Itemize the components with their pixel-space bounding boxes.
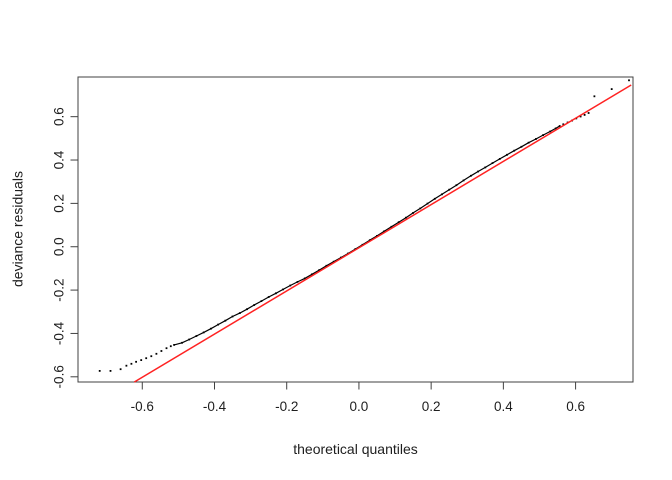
left-tail-points-dot [169,345,172,348]
x-tick-label: 0.2 [422,399,441,414]
left-tail-points-dot [140,359,143,361]
sample-quantiles-curve-dot [484,166,487,169]
sample-quantiles-curve-dot [455,184,458,187]
sample-quantiles-curve-dot [506,153,508,156]
sample-quantiles-curve-dot [520,145,523,148]
sample-quantiles-curve-dot [188,338,191,341]
sample-quantiles-curve-dot [376,235,378,237]
sample-quantiles-curve-dot [296,281,299,283]
sample-quantiles-curve-dot [173,344,175,346]
sample-quantiles-curve-dot [513,149,516,152]
left-tail-points-dot [130,362,133,365]
left-tail-points-dot [109,370,112,372]
sample-quantiles-curve-dot [477,170,479,173]
sample-quantiles-curve-dot [267,296,270,298]
left-tail-points-dot [135,360,137,363]
y-axis-title: deviance residuals [9,171,26,288]
y-tick-label: -0.2 [52,278,67,301]
sample-quantiles-curve-dot [311,273,313,276]
left-tail-points-dot [165,347,168,350]
sample-quantiles-curve-dot [549,130,552,133]
sample-quantiles-curve-dot [217,323,219,326]
y-tick-label: 0.4 [52,150,67,169]
sample-quantiles-curve-dot [462,179,465,182]
sample-quantiles-curve-dot [253,304,256,306]
left-tail-points-dot [145,357,148,360]
sample-quantiles-curve-dot [260,300,263,302]
sample-quantiles-curve-dot [318,269,321,271]
right-tail-points-dot [593,95,596,98]
sample-quantiles-curve-dot [368,239,371,242]
sample-quantiles-curve-dot [275,292,277,295]
sample-quantiles-curve-dot [195,335,198,337]
sample-quantiles-curve-dot [527,141,530,144]
sample-quantiles-curve-dot [181,341,183,344]
reference-line [133,84,632,383]
sample-quantiles-curve-dot [554,127,557,130]
x-axis-title: theoretical quantiles [293,441,418,457]
sample-quantiles-curve-dot [289,284,292,287]
right-tail-points-dot [628,79,630,82]
sample-quantiles-curve-dot [340,256,342,259]
sample-quantiles-curve-dot [282,288,284,291]
right-tail-points-dot [587,112,590,114]
y-tick-label: 0.0 [52,237,67,256]
sample-quantiles-curve-dot [202,331,205,334]
sample-quantiles-curve-dot [412,212,414,214]
sample-quantiles-curve-dot [246,308,248,311]
sample-quantiles-curve-dot [397,221,400,224]
x-tick-label: -0.6 [131,399,154,414]
sample-quantiles-curve-dot [419,207,422,210]
left-tail-points-dot [125,364,128,367]
sample-quantiles-curve [173,125,561,346]
sample-quantiles-curve-dot [558,125,561,127]
left-tail-points-dot [160,350,163,352]
x-tick-label: -0.4 [203,399,227,414]
sample-quantiles-curve-dot [535,138,537,140]
x-tick-label: 0.4 [494,399,513,414]
right-tail-points-dot [610,88,613,90]
sample-quantiles-curve-dot [231,315,234,318]
y-tick-label: 0.6 [52,107,67,126]
sample-quantiles-curve-dot [224,319,227,322]
y-tick-label: -0.6 [52,365,67,388]
sample-quantiles-curve-dot [441,193,443,196]
sample-quantiles-curve-dot [390,225,393,228]
x-tick-label: 0.0 [350,399,369,414]
sample-quantiles-curve-dot [405,216,407,219]
sample-quantiles-curve-dot [498,158,501,160]
y-tick-label: -0.4 [52,321,67,345]
sample-quantiles-curve-dot [448,188,451,191]
right-tail-points-dot [579,115,582,118]
sample-quantiles-curve-dot [433,197,436,200]
sample-quantiles-curve-dot [491,162,494,164]
sample-quantiles-curve-dot [238,312,241,314]
left-tail-points-dot [98,370,101,372]
left-tail-points-dot [150,355,153,358]
right-tail-points-dot [562,123,565,126]
x-tick-label: -0.2 [275,399,298,414]
x-tick-label: 0.6 [566,399,585,414]
sample-quantiles-curve-dot [210,327,212,330]
left-tail-points-dot [119,368,122,371]
right-tail-points-dot [583,114,586,116]
sample-quantiles-curve-dot [470,174,472,177]
sample-quantiles-curve-dot [325,264,328,267]
plot-border [77,76,634,383]
sample-quantiles-curve-dot [542,134,544,136]
left-tail-points-dot [155,352,158,355]
sample-quantiles-curve-dot [332,260,335,263]
sample-quantiles-curve-dot [303,277,306,280]
y-tick-label: 0.2 [52,194,67,213]
sample-quantiles-curve-dot [383,230,386,233]
sample-quantiles-curve-dot [426,202,429,205]
